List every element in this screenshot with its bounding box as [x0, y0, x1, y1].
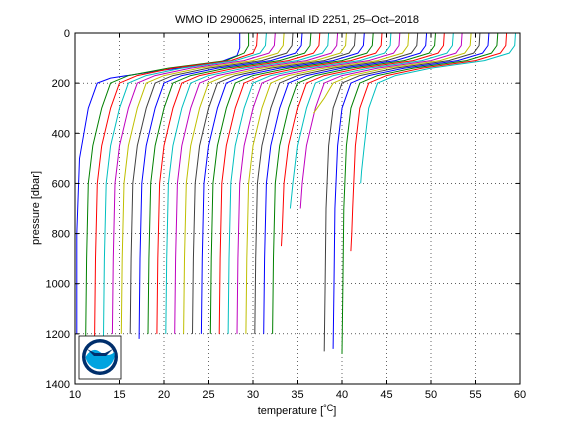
profile-line-24 — [281, 33, 445, 247]
profile-line-11 — [165, 33, 330, 334]
profile-line-32 — [360, 33, 516, 184]
profile-line-6 — [120, 33, 285, 334]
y-tick-label: 1400 — [46, 379, 70, 391]
x-axis-title-unit: °C — [323, 403, 334, 413]
x-tick-label: 60 — [514, 389, 526, 401]
profile-line-3 — [94, 33, 258, 337]
profile-line-20 — [245, 33, 410, 334]
y-tick-label: 0 — [64, 28, 70, 40]
profile-line-5 — [111, 33, 276, 334]
profile-line-12 — [174, 33, 339, 334]
y-tick-label: 1200 — [46, 329, 70, 341]
x-tick-label: 40 — [336, 389, 348, 401]
profile-line-16 — [209, 33, 374, 334]
x-axis-title: temperature [°C] — [258, 403, 337, 417]
y-tick-label: 800 — [52, 229, 70, 241]
x-axis-title-post: ] — [333, 405, 336, 417]
y-tick-label: 200 — [52, 78, 70, 90]
profile-line-13 — [183, 33, 347, 334]
x-tick-label: 35 — [291, 389, 303, 401]
profile-line-17 — [218, 33, 383, 334]
profile-line-21 — [254, 33, 419, 334]
x-tick-label: 50 — [425, 389, 437, 401]
x-tick-label: 20 — [158, 389, 170, 401]
profile-line-7 — [129, 33, 294, 334]
y-tick-label: 400 — [52, 128, 70, 140]
profile-line-15 — [200, 33, 365, 334]
x-tick-label: 55 — [469, 389, 481, 401]
chart-title: WMO ID 2900625, internal ID 2251, 25–Oct… — [175, 14, 419, 26]
grid — [75, 33, 520, 384]
profile-line-28 — [323, 33, 481, 352]
profile-line-14 — [192, 33, 356, 334]
profile-line-22 — [263, 33, 428, 334]
profile-line-2 — [85, 33, 250, 337]
logo-text: NOAA — [93, 346, 108, 352]
y-tick-label: 600 — [52, 178, 70, 190]
profile-line-9 — [147, 33, 312, 334]
profile-line-10 — [156, 33, 321, 334]
y-tick-label: 1000 — [46, 279, 70, 291]
profile-line-19 — [236, 33, 401, 334]
logo-bird — [87, 349, 113, 356]
profile-line-8 — [138, 33, 303, 339]
profile-line-18 — [227, 33, 392, 334]
x-tick-label: 30 — [247, 389, 259, 401]
profile-line-26 — [299, 33, 463, 209]
x-tick-label: 25 — [202, 389, 214, 401]
profile-line-30 — [341, 33, 499, 354]
x-axis-title-pre: temperature [ — [258, 405, 323, 417]
x-tick-label: 15 — [113, 389, 125, 401]
profile-line-31 — [350, 33, 508, 252]
x-tick-label: 45 — [380, 389, 392, 401]
series-group — [76, 33, 516, 354]
profile-line-23 — [272, 33, 436, 334]
profile-line-25 — [289, 33, 454, 209]
profile-line-4 — [103, 33, 267, 337]
profile-line-29 — [332, 33, 490, 349]
ticks: 10 15 20 25 30 35 40 45 50 55 60020040060080010001… — [46, 28, 527, 401]
noaa-logo: NOAA — [78, 335, 122, 380]
x-tick-label: 10 — [69, 389, 81, 401]
profile-line-27 — [313, 33, 472, 114]
y-axis-title: pressure [dbar] — [30, 171, 42, 245]
